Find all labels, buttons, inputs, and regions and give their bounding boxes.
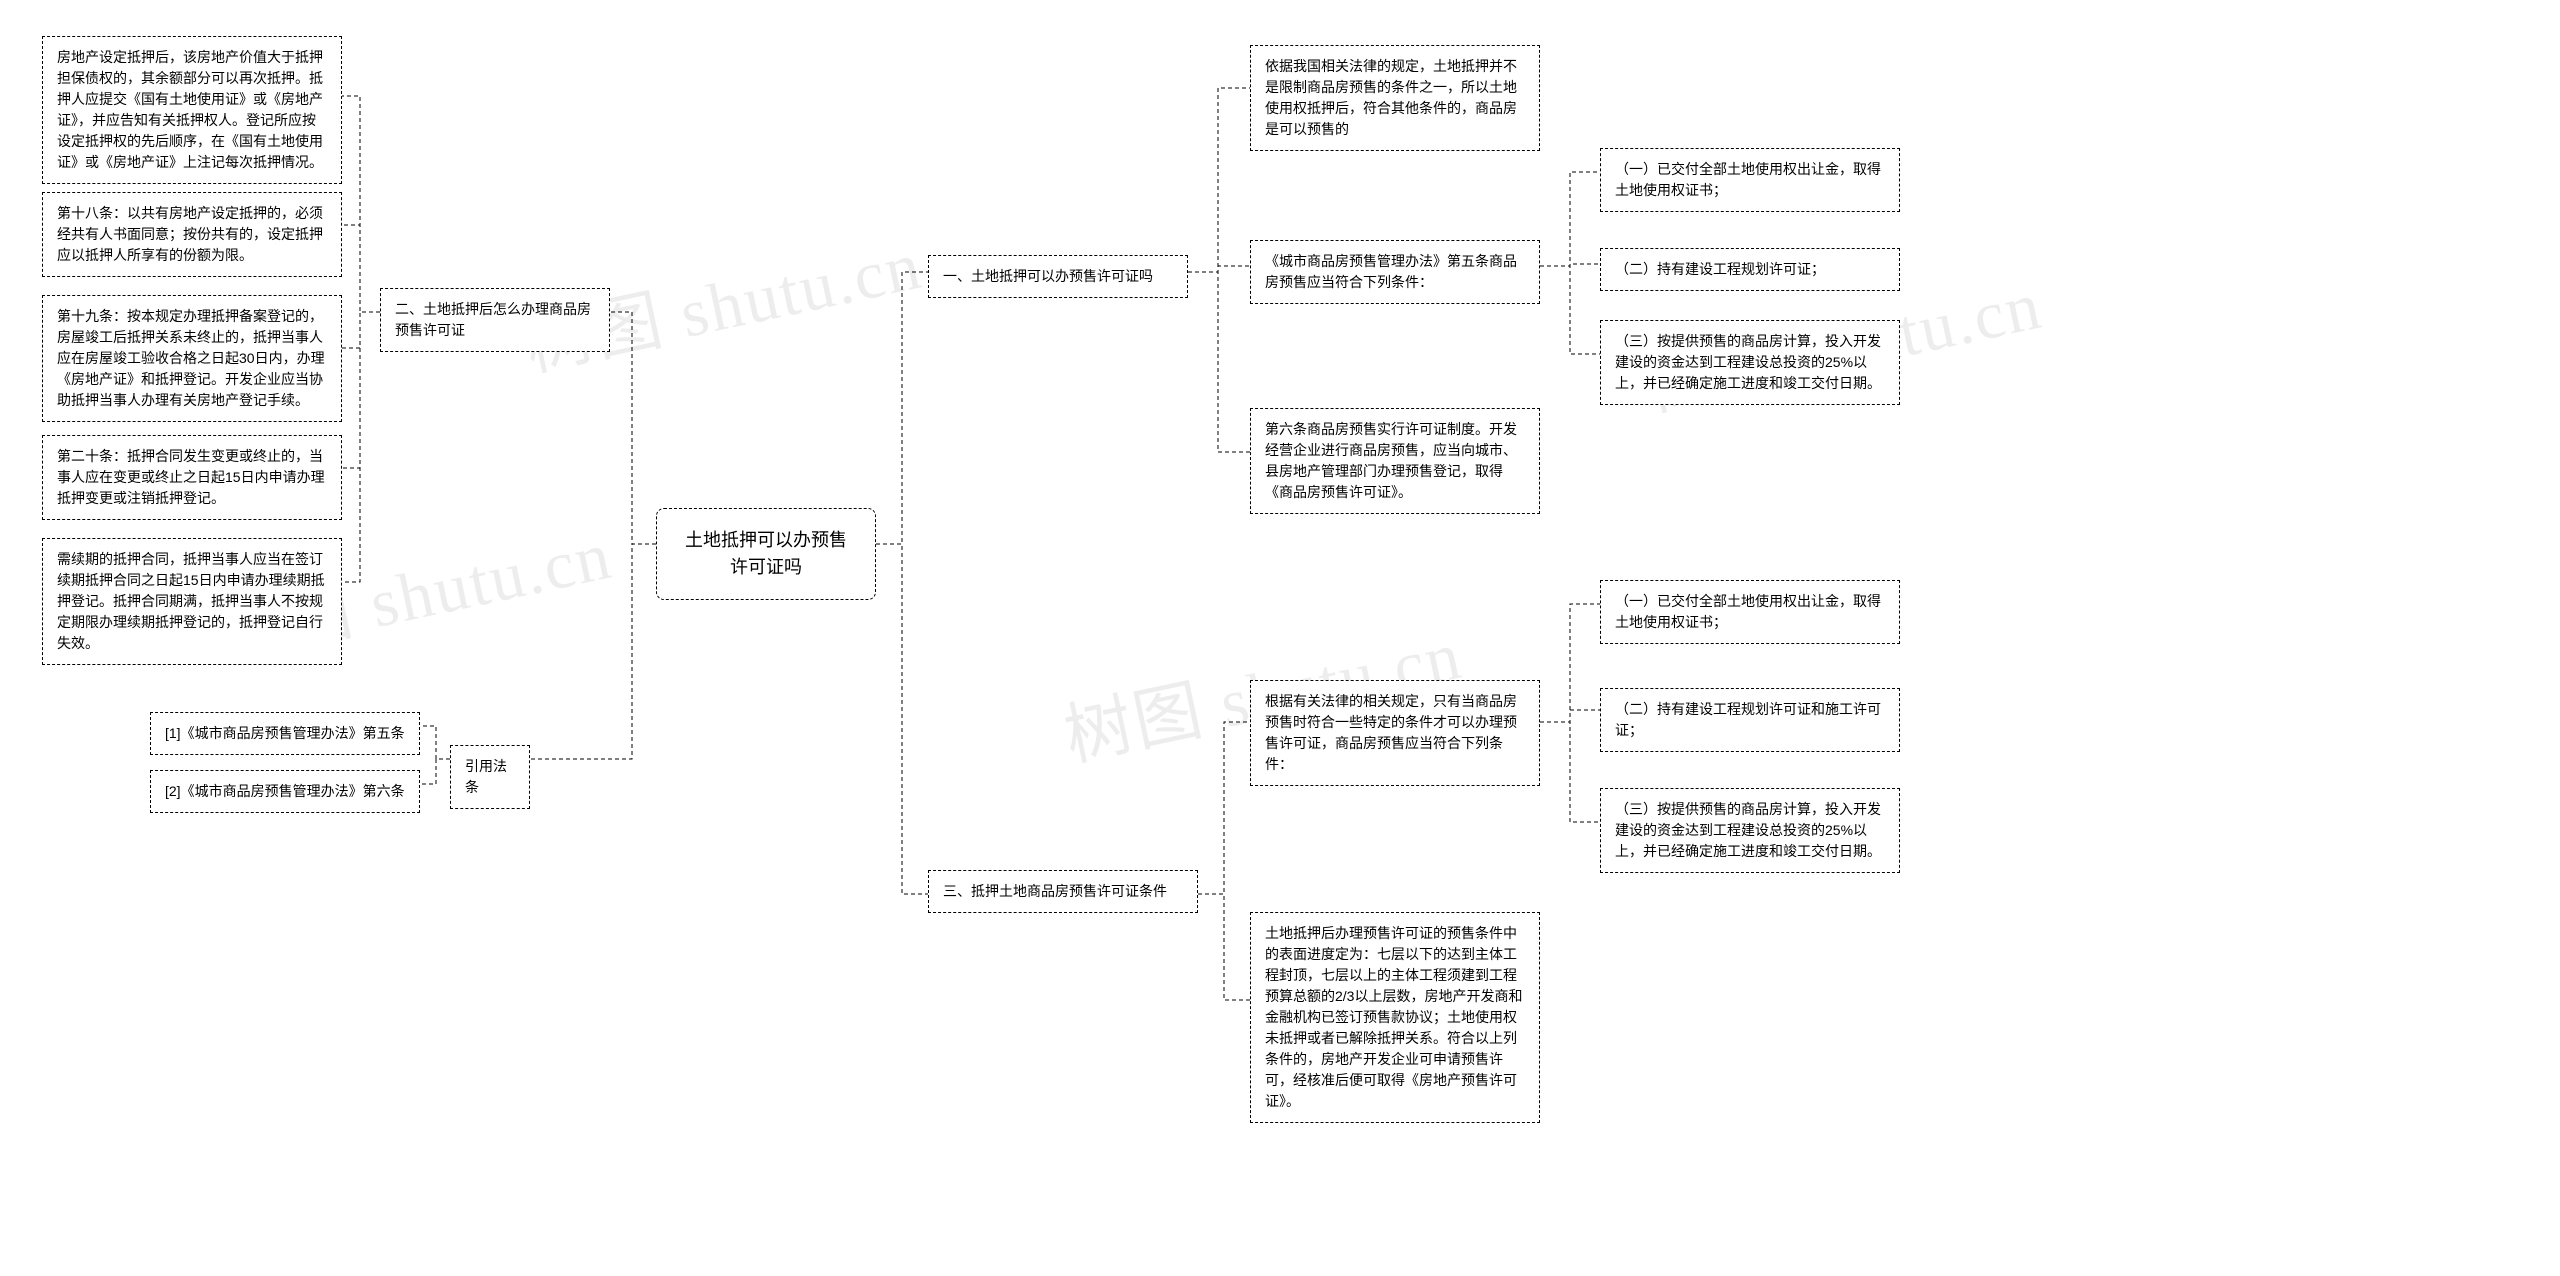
- node-l1d: 第二十条：抵押合同发生变更或终止的，当事人应在变更或终止之日起15日内申请办理抵…: [42, 435, 342, 520]
- branch-r2: 三、抵押土地商品房预售许可证条件: [928, 870, 1198, 913]
- node-l1b: 第十八条：以共有房地产设定抵押的，必须经共有人书面同意；按份共有的，设定抵押应以…: [42, 192, 342, 277]
- node-l2a: [1]《城市商品房预售管理办法》第五条: [150, 712, 420, 755]
- node-r2b: 土地抵押后办理预售许可证的预售条件中的表面进度定为：七层以下的达到主体工程封顶，…: [1250, 912, 1540, 1123]
- node-l1e: 需续期的抵押合同，抵押当事人应当在签订续期抵押合同之日起15日内申请办理续期抵押…: [42, 538, 342, 665]
- node-r2a2: （二）持有建设工程规划许可证和施工许可证；: [1600, 688, 1900, 752]
- branch-l2: 引用法条: [450, 745, 530, 809]
- node-r1a: 依据我国相关法律的规定，土地抵押并不是限制商品房预售的条件之一，所以土地使用权抵…: [1250, 45, 1540, 151]
- node-r1b1: （一）已交付全部土地使用权出让金，取得土地使用权证书；: [1600, 148, 1900, 212]
- node-r1b: 《城市商品房预售管理办法》第五条商品房预售应当符合下列条件：: [1250, 240, 1540, 304]
- node-r1c: 第六条商品房预售实行许可证制度。开发经营企业进行商品房预售，应当向城市、县房地产…: [1250, 408, 1540, 514]
- branch-r1: 一、土地抵押可以办预售许可证吗: [928, 255, 1188, 298]
- root-node: 土地抵押可以办预售许可证吗: [656, 508, 876, 600]
- node-l2b: [2]《城市商品房预售管理办法》第六条: [150, 770, 420, 813]
- node-r2a3: （三）按提供预售的商品房计算，投入开发建设的资金达到工程建设总投资的25%以上，…: [1600, 788, 1900, 873]
- node-r2a: 根据有关法律的相关规定，只有当商品房预售时符合一些特定的条件才可以办理预售许可证…: [1250, 680, 1540, 786]
- node-l1c: 第十九条：按本规定办理抵押备案登记的，房屋竣工后抵押关系未终止的，抵押当事人应在…: [42, 295, 342, 422]
- node-r2a1: （一）已交付全部土地使用权出让金，取得土地使用权证书；: [1600, 580, 1900, 644]
- branch-l1: 二、土地抵押后怎么办理商品房预售许可证: [380, 288, 610, 352]
- node-l1a: 房地产设定抵押后，该房地产价值大于抵押担保债权的，其余额部分可以再次抵押。抵押人…: [42, 36, 342, 184]
- node-r1b2: （二）持有建设工程规划许可证；: [1600, 248, 1900, 291]
- node-r1b3: （三）按提供预售的商品房计算，投入开发建设的资金达到工程建设总投资的25%以上，…: [1600, 320, 1900, 405]
